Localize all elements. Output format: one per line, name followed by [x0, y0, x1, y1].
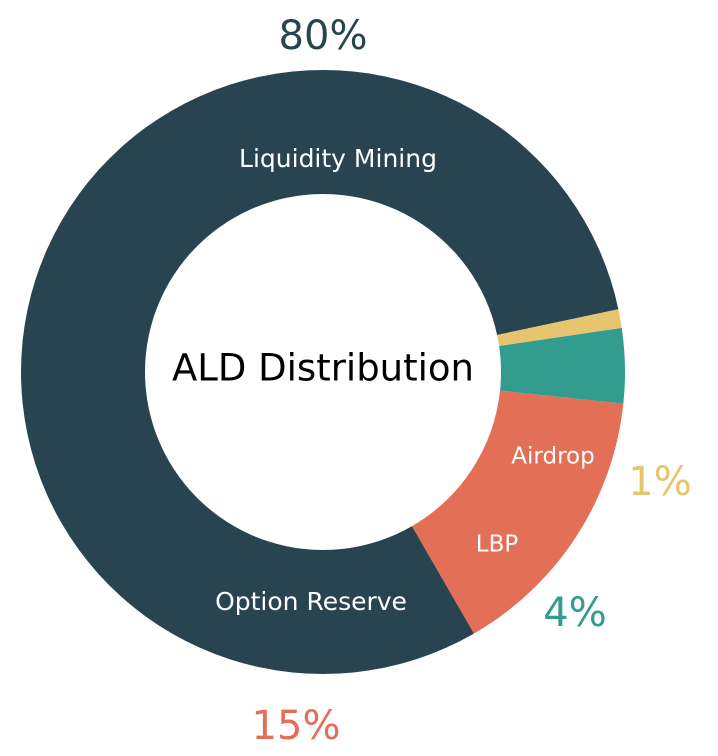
slice-label-lbp: LBP	[476, 532, 519, 558]
slice-airdrop	[497, 309, 622, 346]
chart-title: ALD Distribution	[172, 347, 474, 390]
donut-slices	[20, 70, 625, 675]
pct-label-liquidity-mining: 80%	[279, 13, 368, 59]
percentage-labels: 80% 15% 4% 1%	[252, 13, 692, 749]
slice-label-airdrop: Airdrop	[511, 444, 594, 470]
pct-label-lbp: 4%	[543, 590, 606, 636]
slice-label-option-reserve: Option Reserve	[215, 587, 407, 616]
pct-label-airdrop: 1%	[628, 459, 691, 505]
slice-liquidity-mining	[20, 70, 619, 675]
pct-label-option-reserve: 15%	[252, 703, 341, 749]
slice-option-reserve	[412, 390, 624, 634]
slice-lbp	[499, 327, 625, 404]
slice-labels: Liquidity Mining Option Reserve LBP Airdrop	[215, 144, 595, 616]
slice-label-liquidity-mining: Liquidity Mining	[239, 144, 437, 173]
